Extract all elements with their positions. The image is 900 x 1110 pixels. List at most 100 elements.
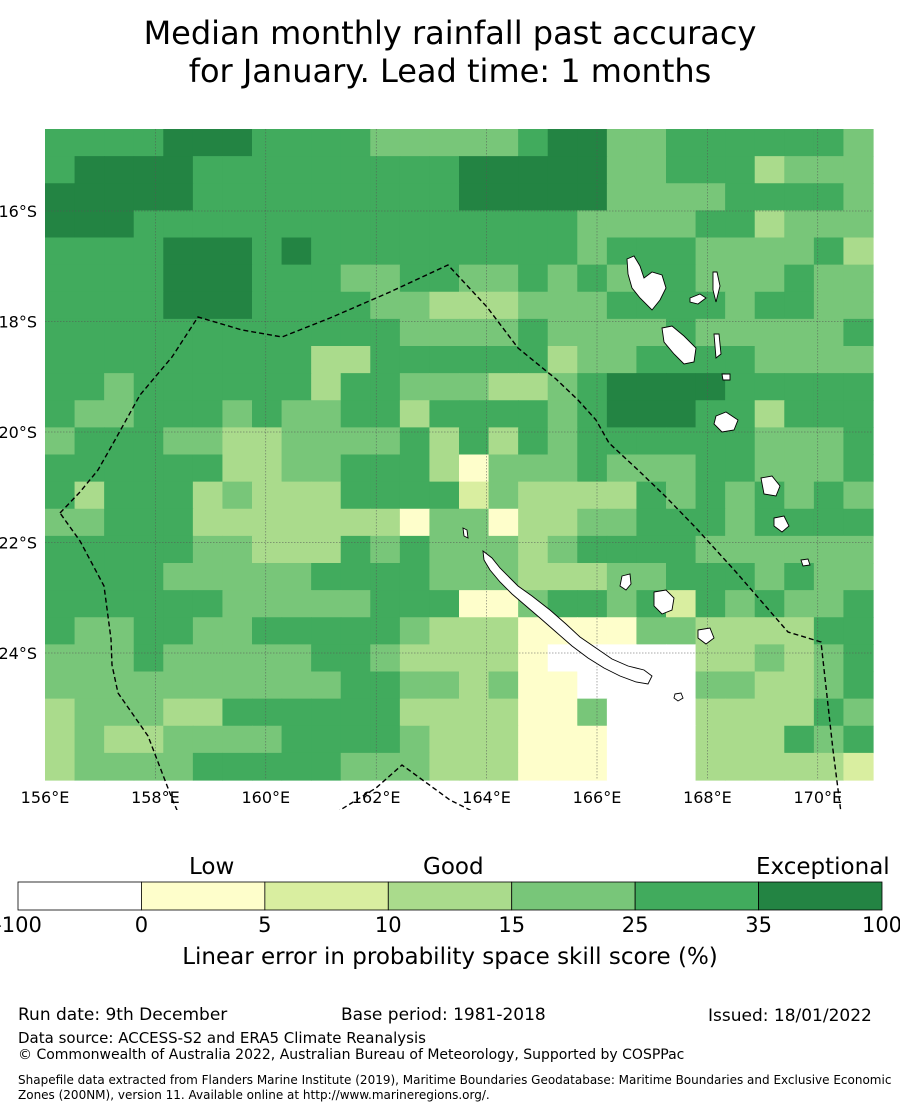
skill-cell	[547, 481, 578, 510]
skill-cell	[754, 264, 785, 293]
skill-cell	[104, 454, 135, 483]
skill-cell	[133, 156, 164, 184]
skill-cell	[370, 291, 401, 320]
skill-cell	[784, 617, 815, 645]
skill-cell	[813, 427, 845, 456]
skill-cell	[813, 590, 845, 618]
skill-cell	[281, 725, 312, 754]
skill-cell	[459, 590, 490, 618]
skill-cell	[518, 183, 549, 211]
skill-cell	[459, 237, 490, 266]
skill-cell	[104, 291, 135, 320]
malekula-island	[661, 325, 697, 365]
skill-cell	[133, 318, 164, 347]
skill-cell	[311, 427, 342, 456]
skill-cell	[370, 563, 401, 591]
skill-cell	[518, 291, 549, 320]
longitude-label: 166°E	[573, 788, 622, 807]
skill-cell	[281, 129, 312, 157]
skill-cell	[252, 183, 283, 211]
skill-cell	[695, 725, 726, 754]
skill-cell	[429, 563, 460, 591]
skill-cell	[45, 400, 76, 428]
colorbar-tick-label: -100	[0, 913, 42, 937]
skill-cell	[222, 346, 253, 374]
skill-cell	[459, 291, 490, 320]
skill-cell	[577, 373, 608, 401]
skill-cell	[163, 291, 194, 320]
skill-cell	[813, 725, 845, 754]
skill-cell	[695, 644, 726, 673]
skill-cell	[813, 535, 845, 564]
skill-cell	[340, 318, 371, 347]
skill-cell	[340, 671, 371, 700]
skill-cell	[725, 698, 756, 727]
map-svg: 156°E 158°E 160°E 162°E 164°E 166°E 168°E 170°E…	[0, 129, 874, 894]
skill-cell	[547, 264, 578, 293]
skill-cell	[577, 210, 608, 239]
skill-cell	[340, 725, 371, 754]
skill-cell	[370, 237, 401, 266]
skill-cell	[695, 156, 726, 184]
latitude-label: 24°S	[0, 644, 37, 663]
skill-cell	[429, 318, 460, 347]
skill-cell	[606, 156, 638, 184]
skill-cell	[636, 481, 667, 510]
skill-cell	[192, 725, 224, 754]
skill-cell	[45, 617, 76, 645]
skill-cell	[163, 427, 194, 456]
skill-cell	[74, 454, 105, 483]
skill-cell	[459, 427, 490, 456]
skill-cell	[370, 725, 401, 754]
skill-cell	[666, 725, 697, 754]
colorbar-boxes	[17, 881, 883, 911]
skill-cell	[370, 400, 401, 428]
skill-cell	[488, 481, 519, 510]
skill-cell	[163, 725, 194, 754]
skill-cell	[606, 210, 638, 239]
category-good: Good	[423, 854, 484, 880]
skill-cell	[666, 698, 697, 727]
skill-cell	[104, 725, 135, 754]
skill-cell	[754, 752, 785, 781]
category-low: Low	[189, 854, 235, 880]
skill-cell	[577, 183, 608, 211]
skill-cell	[843, 183, 874, 211]
skill-cell	[459, 617, 490, 645]
skill-cell	[340, 454, 371, 483]
skill-cell	[459, 400, 490, 428]
skill-cell	[133, 508, 164, 537]
skill-cell	[311, 563, 342, 591]
skill-cell	[459, 346, 490, 374]
skill-cell	[399, 671, 431, 700]
skill-cell	[370, 346, 401, 374]
skill-cell	[784, 427, 815, 456]
longitude-label: 170°E	[793, 788, 842, 807]
skill-cell	[370, 617, 401, 645]
skill-cell	[340, 752, 371, 781]
skill-cell	[754, 183, 785, 211]
skill-cell	[725, 427, 756, 456]
skill-cell	[606, 508, 638, 537]
skill-cell	[311, 237, 342, 266]
skill-cell	[459, 671, 490, 700]
skill-cell	[192, 644, 224, 673]
skill-cell	[695, 264, 726, 293]
skill-cell	[695, 563, 726, 591]
skill-cell	[340, 400, 371, 428]
skill-cell	[518, 264, 549, 293]
skill-cell	[104, 318, 135, 347]
skill-cell	[606, 481, 638, 510]
skill-cell	[636, 535, 667, 564]
skill-cell	[547, 237, 578, 266]
skill-cell	[429, 237, 460, 266]
skill-cell	[311, 617, 342, 645]
skill-cell	[252, 156, 283, 184]
skill-cell	[547, 210, 578, 239]
skill-cell	[813, 644, 845, 673]
skill-cell	[252, 617, 283, 645]
pentecost-island	[713, 333, 722, 359]
skill-cell	[784, 318, 815, 347]
copyright: © Commonwealth of Australia 2022, Austra…	[18, 1047, 685, 1063]
skill-cell	[163, 264, 194, 293]
